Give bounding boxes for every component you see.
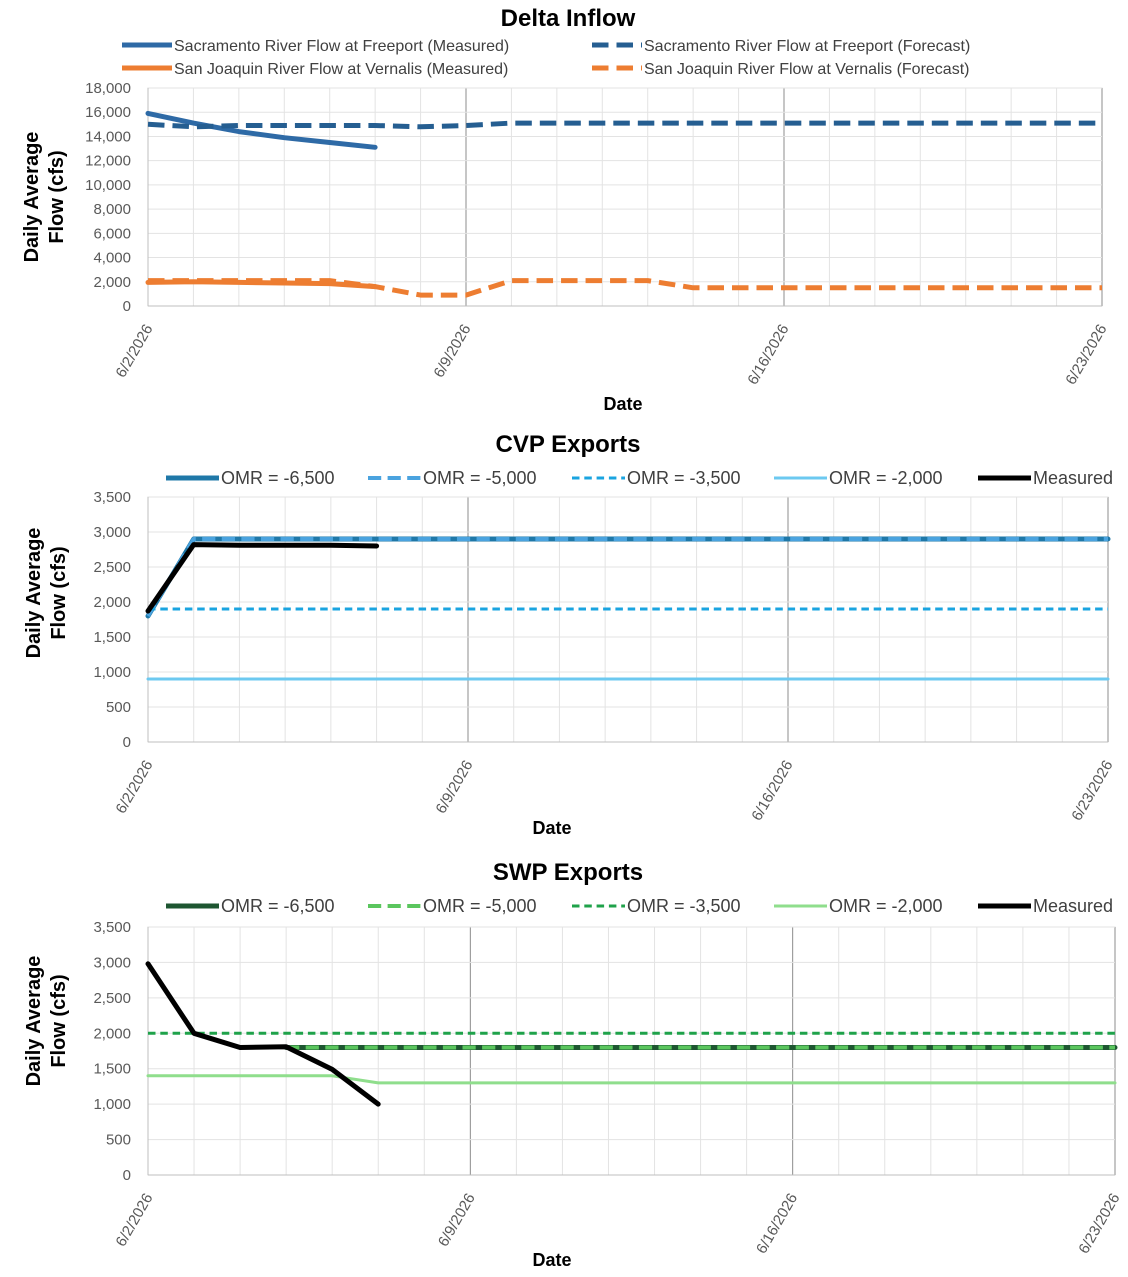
x-tick-label: 6/16/2026 bbox=[744, 322, 792, 388]
y-tick-label: 14,000 bbox=[85, 128, 131, 145]
y-tick-label: 1,000 bbox=[93, 1096, 131, 1113]
y-axis-label-line: Flow (cfs) bbox=[48, 974, 70, 1067]
x-tick-label: 6/16/2026 bbox=[753, 1191, 801, 1257]
y-tick-label: 3,500 bbox=[93, 919, 131, 936]
y-tick-label: 2,000 bbox=[93, 274, 131, 291]
y-axis-label-line: Flow (cfs) bbox=[46, 150, 68, 243]
legend-label-omr-5-000: OMR = -5,000 bbox=[423, 896, 537, 916]
x-tick-label: 6/23/2026 bbox=[1062, 322, 1110, 388]
x-tick-label: 6/23/2026 bbox=[1075, 1191, 1123, 1257]
y-tick-label: 18,000 bbox=[85, 80, 131, 97]
legend-label-omr-2-000: OMR = -2,000 bbox=[829, 896, 943, 916]
y-tick-label: 4,000 bbox=[93, 250, 131, 267]
legend-label-omr-5-000: OMR = -5,000 bbox=[423, 468, 537, 488]
series-line-omr-5-000 bbox=[146, 537, 1108, 618]
x-tick-label: 6/23/2026 bbox=[1068, 758, 1116, 824]
legend-label-sacramento-river-flow-at-freeport-forecast: Sacramento River Flow at Freeport (Forec… bbox=[644, 38, 970, 55]
y-tick-label: 2,000 bbox=[93, 594, 131, 611]
series-line-sacramento-river-flow-at-freeport-measured bbox=[145, 110, 378, 150]
y-tick-label: 1,500 bbox=[93, 629, 131, 646]
series-line-omr-6-500 bbox=[145, 536, 1111, 619]
chart-title: SWP Exports bbox=[493, 859, 643, 886]
x-tick-label: 6/16/2026 bbox=[748, 758, 796, 824]
y-tick-label: 6,000 bbox=[93, 225, 131, 242]
chart-delta-inflow: Delta Inflow 0 2,000 4,000 6,000 8,000 10,000 1… bbox=[21, 5, 1110, 414]
x-axis-label: Date bbox=[532, 818, 571, 838]
series-line-sacramento-river-flow-at-freeport-forecast bbox=[147, 120, 1102, 130]
x-axis-label: Date bbox=[532, 1250, 571, 1270]
chart-title: Delta Inflow bbox=[501, 5, 636, 32]
chart-cvp-exports: CVP Exports 0 500 1,000 1,500 2,000 2,500 3,000… bbox=[23, 431, 1116, 838]
y-axis-label-line: Daily Average bbox=[21, 132, 43, 263]
legend-label-omr-6-500: OMR = -6,500 bbox=[221, 468, 335, 488]
y-tick-label: 1,500 bbox=[93, 1061, 131, 1078]
y-tick-label: 0 bbox=[123, 1167, 131, 1184]
y-tick-label: 0 bbox=[123, 734, 131, 751]
y-tick-label: 3,500 bbox=[93, 489, 131, 506]
legend-label-sacramento-river-flow-at-freeport-measured: Sacramento River Flow at Freeport (Measu… bbox=[174, 38, 509, 55]
legend-label-measured: Measured bbox=[1033, 896, 1113, 916]
legend-label-omr-3-500: OMR = -3,500 bbox=[627, 896, 741, 916]
y-tick-label: 2,000 bbox=[93, 1025, 131, 1042]
y-tick-label: 8,000 bbox=[93, 201, 131, 218]
y-tick-label: 10,000 bbox=[85, 177, 131, 194]
y-axis-label-line: Daily Average bbox=[23, 956, 45, 1087]
y-tick-label: 500 bbox=[106, 1132, 131, 1149]
series-line-measured bbox=[145, 961, 381, 1107]
y-tick-label: 16,000 bbox=[85, 104, 131, 121]
legend-label-omr-3-500: OMR = -3,500 bbox=[627, 468, 741, 488]
legend-label-san-joaquin-river-flow-at-vernalis-forecast: San Joaquin River Flow at Vernalis (Fore… bbox=[644, 61, 969, 78]
legend-label-san-joaquin-river-flow-at-vernalis-measured: San Joaquin River Flow at Vernalis (Meas… bbox=[174, 61, 508, 78]
y-tick-label: 2,500 bbox=[93, 990, 131, 1007]
x-tick-label: 6/9/2026 bbox=[431, 322, 475, 381]
legend-label-omr-2-000: OMR = -2,000 bbox=[829, 468, 943, 488]
y-axis-label-line: Flow (cfs) bbox=[48, 546, 70, 639]
x-axis-label: Date bbox=[603, 394, 642, 414]
x-tick-label: 6/2/2026 bbox=[113, 758, 157, 817]
legend-label-measured: Measured bbox=[1033, 468, 1113, 488]
y-tick-label: 2,500 bbox=[93, 559, 131, 576]
x-tick-label: 6/2/2026 bbox=[113, 1191, 157, 1250]
plot-area bbox=[147, 496, 1109, 743]
x-tick-label: 6/9/2026 bbox=[435, 1191, 479, 1250]
series-line-omr-2-000 bbox=[146, 1074, 1117, 1085]
y-tick-label: 3,000 bbox=[93, 524, 131, 541]
series-line-san-joaquin-river-flow-at-vernalis-forecast bbox=[148, 278, 1102, 298]
y-tick-label: 500 bbox=[106, 699, 131, 716]
y-axis-label: Daily Average Flow (cfs) bbox=[21, 132, 68, 263]
chart-title: CVP Exports bbox=[496, 431, 641, 458]
y-tick-label: 3,000 bbox=[93, 954, 131, 971]
y-axis-label: Daily Average Flow (cfs) bbox=[23, 956, 70, 1087]
series-line-measured bbox=[145, 542, 380, 614]
x-tick-label: 6/2/2026 bbox=[113, 322, 157, 381]
legend-label-omr-6-500: OMR = -6,500 bbox=[221, 896, 335, 916]
y-axis-label-line: Daily Average bbox=[23, 528, 45, 659]
y-tick-label: 12,000 bbox=[85, 153, 131, 170]
y-tick-label: 1,000 bbox=[93, 664, 131, 681]
y-tick-label: 0 bbox=[123, 298, 131, 315]
x-tick-label: 6/9/2026 bbox=[433, 758, 477, 817]
y-axis-label: Daily Average Flow (cfs) bbox=[23, 528, 70, 659]
chart-swp-exports: SWP Exports 0 500 1,000 1,500 2,000 2,500 3,000… bbox=[23, 859, 1123, 1270]
